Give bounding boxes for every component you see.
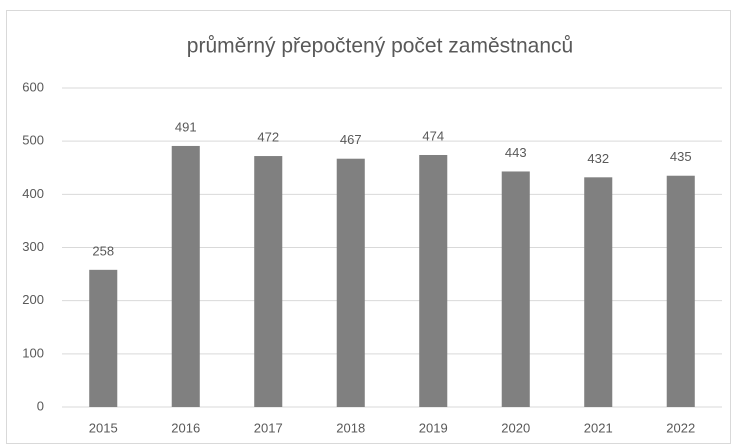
bar	[666, 175, 695, 407]
data-label: 443	[505, 145, 527, 160]
data-label: 467	[340, 132, 362, 147]
bar	[501, 171, 530, 407]
y-tick-label: 100	[22, 345, 44, 360]
data-label: 432	[587, 151, 609, 166]
bar	[419, 154, 448, 407]
data-label: 258	[92, 243, 114, 258]
bar	[336, 158, 365, 407]
chart-title: průměrný přepočtený počet zaměstnanců	[187, 35, 573, 58]
y-tick-label: 0	[37, 398, 44, 413]
x-tick-label: 2015	[89, 420, 118, 435]
y-tick-label: 300	[22, 239, 44, 254]
bar	[584, 177, 613, 407]
x-tick-label: 2016	[171, 420, 200, 435]
x-tick-label: 2020	[501, 420, 530, 435]
data-label: 435	[670, 149, 692, 164]
x-tick-label: 2019	[419, 420, 448, 435]
x-tick-label: 2022	[666, 420, 695, 435]
bar	[89, 269, 118, 407]
bar	[254, 156, 283, 407]
data-label: 491	[175, 119, 197, 134]
x-tick-label: 2021	[584, 420, 613, 435]
y-tick-label: 500	[22, 133, 44, 148]
bar	[171, 145, 200, 407]
data-label: 474	[422, 128, 444, 143]
y-tick-label: 200	[22, 292, 44, 307]
y-tick-label: 600	[22, 79, 44, 94]
data-label: 472	[257, 129, 279, 144]
x-tick-label: 2017	[254, 420, 283, 435]
x-tick-label: 2018	[336, 420, 365, 435]
y-tick-label: 400	[22, 186, 44, 201]
